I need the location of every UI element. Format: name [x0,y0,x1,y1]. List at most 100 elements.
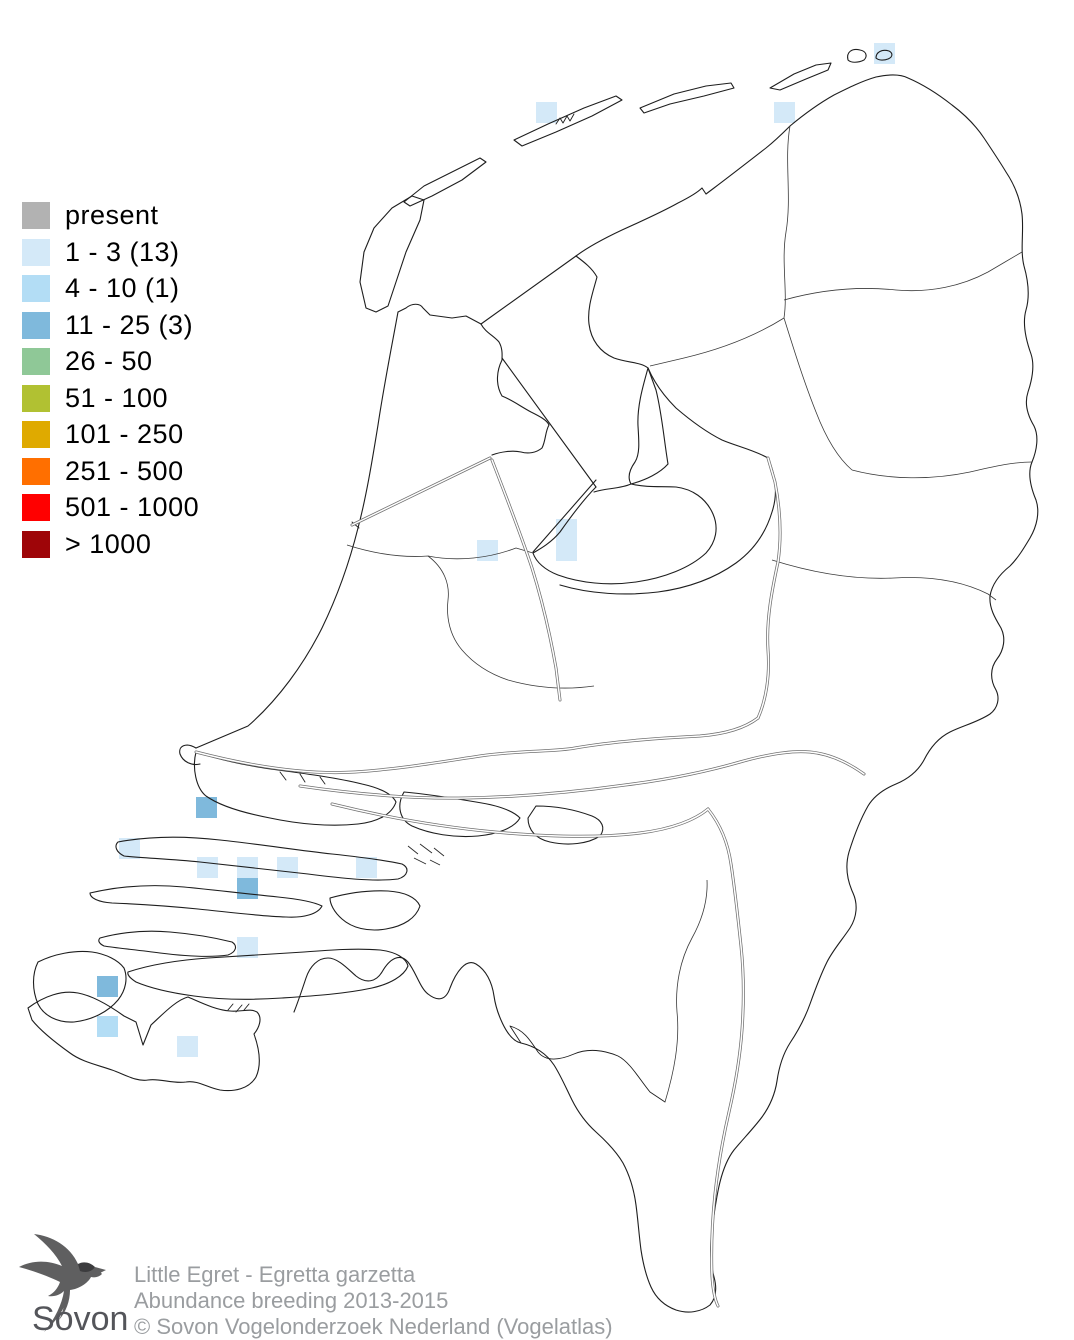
legend-label-251-500: 251 - 500 [65,455,184,486]
border-nh-zh-utrecht [346,544,595,689]
legend-row-1-3: 1 - 3 (13) [22,236,199,267]
saeftinghe-marks [227,1003,250,1013]
border-friesland-overijssel [649,317,785,367]
border-drenthe-west [783,317,853,471]
species-title: Little Egret - Egretta garzetta [134,1262,416,1287]
legend-label-1-3: 1 - 3 (13) [65,236,180,267]
noordoostpolder-east [630,367,669,485]
legend-row-26-50: 26 - 50 [22,346,199,377]
legend-row->1000: > 1000 [22,528,199,559]
abundance-cell-11-25 [237,878,258,899]
legend-label-4-10: 4 - 10 (1) [65,273,180,304]
island-tholen [329,890,421,931]
swallow-icon [19,1234,106,1332]
abundance-cell-1-3 [477,540,498,561]
coastline-layer [27,48,1039,1313]
coast-friesland-west [575,255,649,369]
legend-swatch->1000 [22,530,50,558]
abundance-cell-1-3 [556,540,577,561]
border-brabant-limburg [664,879,708,1103]
island-zuid-beveland [127,948,409,1000]
province-border-layer [346,125,1033,1103]
legend-label-26-50: 26 - 50 [65,346,153,377]
houtribdijk [501,357,597,488]
border-drenthe-overijssel [851,461,1033,479]
abundance-cell-11-25 [97,976,118,997]
abundance-cell-1-3 [119,838,140,859]
randmeren-old-coast [559,367,777,595]
abundance-cells-layer [97,43,895,1057]
legend-row-51-100: 51 - 100 [22,382,199,413]
island-goeree-overflakkee [115,836,408,881]
biesbosch-marks [407,843,445,866]
legend-label->1000: > 1000 [65,528,152,559]
legend-label-51-100: 51 - 100 [65,382,169,413]
border-overijssel-gelderland [771,559,997,601]
border-belgium-brabant [509,1025,666,1103]
legend-row-11-25: 11 - 25 (3) [22,309,199,340]
legend-swatch-4-10 [22,275,50,303]
legend-swatch-51-100 [22,384,50,412]
coast-nh-north [397,303,482,325]
island-dordrecht [527,805,604,845]
border-friesland-groningen [783,125,791,319]
island-hoeksche-waard [399,791,521,838]
legend-label-11-25: 11 - 25 (3) [65,309,194,340]
coast-north-and-land-border [293,74,1039,1313]
island-noord-beveland [98,930,237,958]
river-maas-limburg [706,807,745,1308]
afsluitdijk [480,255,577,325]
legend-swatch-26-50 [22,348,50,376]
abundance-cell-4-10 [97,1016,118,1037]
abundance-cell-1-3 [177,1036,198,1057]
noordoostpolder [593,367,649,493]
island-ameland [639,82,735,114]
abundance-cell-1-3 [774,102,795,123]
copyright-line: © Sovon Vogelonderzoek Nederland (Vogela… [134,1314,613,1339]
maasvlakte [179,744,201,766]
legend-swatch-101-250 [22,421,50,449]
river-layer [194,456,866,1308]
sovon-logo: Sovon [19,1234,128,1336]
legend-swatch-1-3 [22,238,50,266]
zeeuws-vlaanderen [27,991,261,1092]
map-caption: Little Egret - Egretta garzetta Abundanc… [134,1262,613,1340]
legend-label-101-250: 101 - 250 [65,419,184,450]
legend-row-4-10: 4 - 10 (1) [22,273,199,304]
abundance-cell-11-25 [196,797,217,818]
border-groningen-drenthe [783,251,1023,301]
island-walcheren [32,950,127,1023]
abundance-cell-1-3 [536,102,557,123]
flevoland [532,483,717,585]
legend-label-501-1000: 501 - 1000 [65,492,200,523]
abundance-cell-1-3 [356,857,377,878]
island-terschelling [513,95,623,147]
amsterdam-rijnkanaal [490,458,562,702]
island-vlieland [403,157,487,207]
abundance-cell-1-3 [197,857,218,878]
map-subtitle: Abundance breeding 2013-2015 [134,1288,449,1313]
abundance-cell-1-3 [277,857,298,878]
island-rottumerplaat [847,48,867,63]
coast-west [195,311,399,749]
river-lek-nederrijn [194,716,760,775]
border-nh-flevoland [427,547,534,560]
island-texel [359,195,425,313]
harbor-marks [279,521,360,785]
legend-row-present: present [22,200,199,231]
legend-swatch-present [22,202,50,230]
legend-swatch-11-25 [22,311,50,339]
abundance-cell-1-3 [556,519,577,540]
legend-row-101-250: 101 - 250 [22,419,199,450]
abundance-legend: present 1 - 3 (13) 4 - 10 (1) 11 - 25 (3) 26… [22,200,200,567]
legend-swatch-251-500 [22,457,50,485]
logo-wordmark: Sovon [32,1300,128,1336]
legend-row-251-500: 251 - 500 [22,455,199,486]
island-rottumeroog [875,49,893,61]
coast-nh-east [480,323,550,456]
island-voorne-putten [193,751,397,826]
legend-label-present: present [65,200,159,231]
island-schouwen-duiveland [89,885,323,918]
